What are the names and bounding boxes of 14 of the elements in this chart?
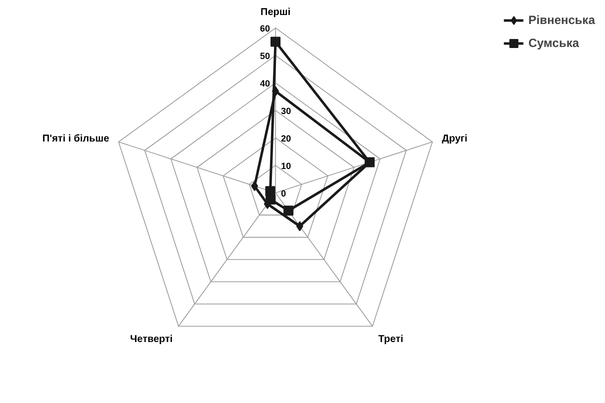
y-tick-label: 0 xyxy=(281,188,286,198)
y-tick-label: 40 xyxy=(260,78,270,88)
legend-label: Рівненська xyxy=(528,13,595,27)
legend-label: Сумська xyxy=(528,36,580,50)
spoke-label: П'яті і більше xyxy=(42,133,110,144)
spoke-label: Треті xyxy=(378,334,404,346)
y-tick-label: 50 xyxy=(260,50,270,61)
y-tick-label: 20 xyxy=(281,133,292,144)
y-tick-label: 10 xyxy=(281,160,292,171)
spoke-label: Четверті xyxy=(130,334,173,346)
y-tick-label: 30 xyxy=(281,106,292,116)
spoke-label: Перші xyxy=(260,7,291,18)
y-tick-label: 60 xyxy=(260,23,270,34)
spoke-label: Другі xyxy=(442,133,468,144)
